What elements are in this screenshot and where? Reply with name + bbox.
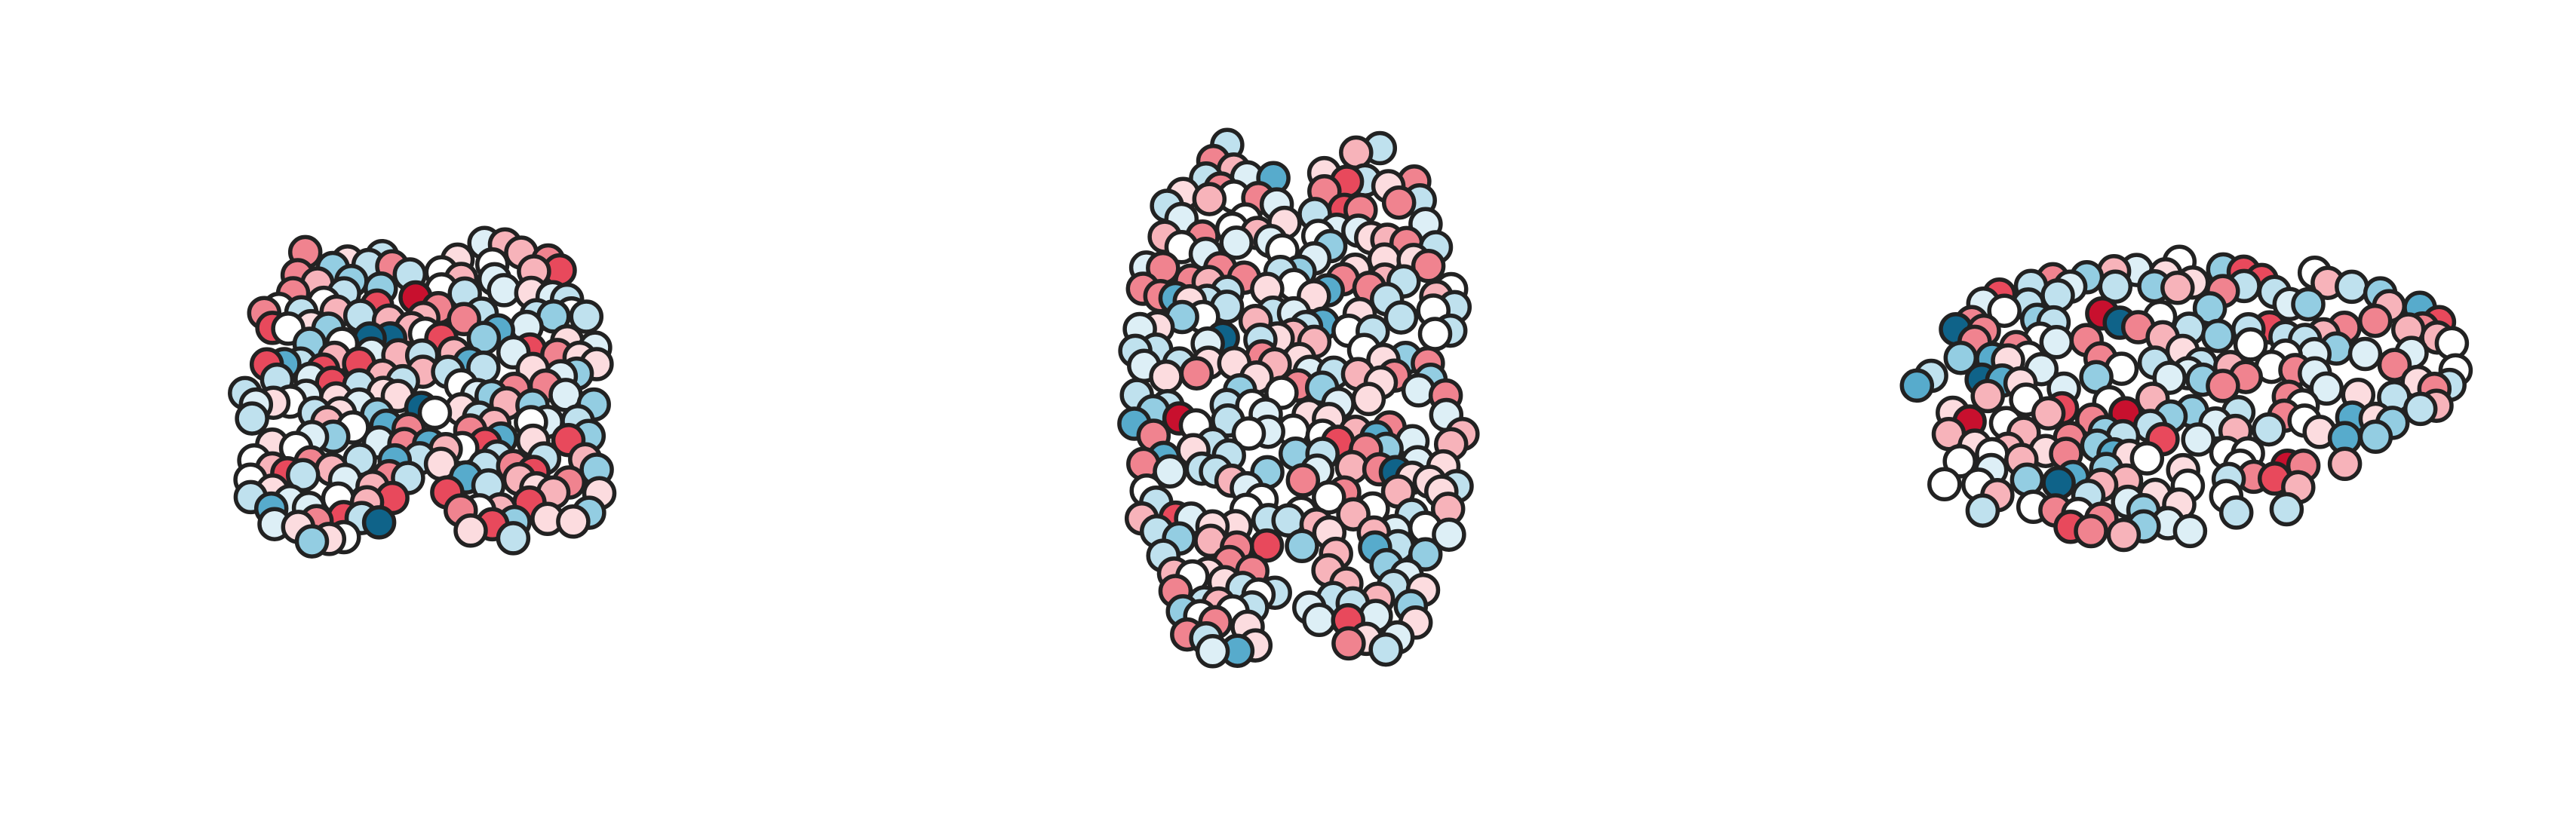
sagittal-brain-node: [2309, 371, 2344, 406]
sagittal-brain-node: [2206, 369, 2240, 403]
sagittal-brain-node: [2031, 396, 2066, 431]
sagittal-brain-node: [2172, 513, 2208, 549]
axial-brain-node: [1312, 479, 1346, 515]
sagittal-brain-node: [2074, 513, 2108, 549]
axial-brain-node: [1149, 359, 1184, 394]
coronal-brain-node: [417, 395, 453, 430]
sagittal-brain-node: [1987, 293, 2022, 328]
axial-brain-node: [1179, 356, 1214, 391]
sagittal-brain-node: [2327, 446, 2363, 482]
sagittal-brain-node: [2403, 391, 2438, 427]
axial-brain-node: [1195, 634, 1230, 669]
coronal-brain-node: [361, 505, 397, 540]
sagittal-brain-node: [1942, 444, 1977, 479]
axial-brain-node: [1153, 454, 1187, 489]
sagittal-brain-node: [2106, 517, 2142, 553]
sagittal-brain-node: [2357, 303, 2393, 339]
axial-brain-node: [1192, 182, 1227, 216]
axial-brain-node: [1368, 632, 1403, 667]
sagittal-brain-view: [1899, 244, 2473, 553]
sagittal-brain-node: [2200, 318, 2236, 354]
sagittal-brain-node: [2269, 492, 2304, 527]
coronal-brain-node: [294, 524, 330, 559]
sagittal-brain-node: [2181, 422, 2215, 457]
coronal-brain-node: [453, 513, 488, 548]
sagittal-brain-node: [1965, 493, 2000, 528]
coronal-brain-node: [235, 401, 269, 436]
axial-brain-view: [1117, 127, 1480, 669]
axial-brain-node: [1411, 249, 1446, 283]
sagittal-brain-node: [2098, 269, 2133, 304]
sagittal-brain-node: [2160, 271, 2195, 305]
sagittal-brain-node: [2291, 286, 2326, 322]
coronal-brain-node: [556, 504, 591, 539]
sagittal-brain-node: [2039, 325, 2074, 360]
sagittal-brain-node: [1970, 378, 2005, 414]
axial-brain-node: [1231, 416, 1267, 451]
axial-brain-node: [1401, 373, 1436, 408]
coronal-brain-node: [569, 299, 604, 334]
sagittal-brain-node: [1927, 467, 1962, 502]
coronal-brain-node: [496, 521, 531, 556]
axial-brain-node: [1285, 528, 1319, 564]
sagittal-brain-node: [2335, 269, 2369, 305]
axial-brain-node: [1381, 185, 1417, 220]
axial-brain-node: [1408, 537, 1443, 572]
axial-brain-node: [1219, 225, 1254, 260]
sagittal-brain-node: [2347, 336, 2383, 372]
axial-brain-node: [1302, 602, 1337, 638]
sagittal-brain-node: [2252, 412, 2286, 447]
sagittal-brain-node: [2041, 465, 2076, 501]
axial-brain-node: [1432, 517, 1466, 552]
axial-brain-node: [1331, 626, 1366, 661]
sagittal-brain-node: [2233, 327, 2268, 362]
axial-brain-node: [1285, 463, 1321, 498]
axial-brain-node: [1351, 381, 1386, 417]
axial-brain-node: [1383, 300, 1419, 335]
sagittal-brain-node: [2218, 495, 2254, 530]
coronal-brain-view: [228, 225, 617, 559]
axial-brain-node: [1417, 317, 1453, 351]
sagittal-brain-node: [2377, 348, 2412, 382]
axial-brain-node: [1339, 135, 1374, 170]
sagittal-brain-node: [1899, 368, 1935, 403]
sagittal-brain-node: [2129, 441, 2165, 476]
sagittal-brain-node: [2358, 419, 2393, 455]
